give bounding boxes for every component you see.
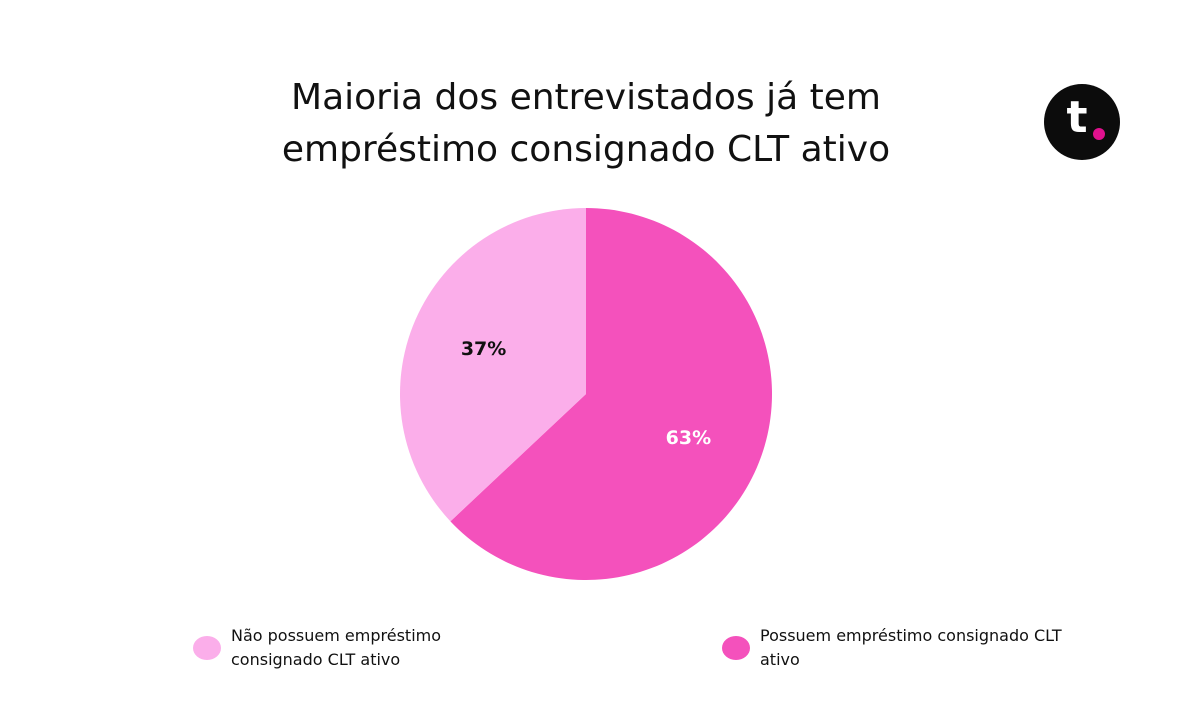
pie-slice <box>450 208 772 580</box>
legend-swatch <box>193 636 221 660</box>
chart-title: Maioria dos entrevistados já tem emprést… <box>281 77 891 170</box>
legend-label: Possuem empréstimo consignado CLT ativo <box>760 626 1062 669</box>
legend-label: Não possuem empréstimo consignado CLT at… <box>231 626 442 669</box>
data-label: 37% <box>461 338 506 360</box>
logo-text: t <box>1066 92 1087 143</box>
data-label: 63% <box>666 427 711 449</box>
legend-item: Não possuem empréstimo consignado CLT at… <box>193 624 493 672</box>
legend-item: Possuem empréstimo consignado CLT ativo <box>722 624 1082 672</box>
logo-dot <box>1093 128 1105 140</box>
legend-swatch <box>722 636 750 660</box>
pie-slice <box>400 208 586 522</box>
logo <box>1044 84 1120 160</box>
